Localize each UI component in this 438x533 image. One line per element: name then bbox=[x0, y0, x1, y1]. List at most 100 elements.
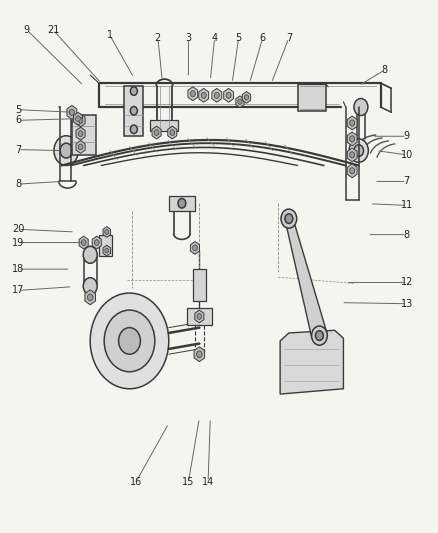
Circle shape bbox=[54, 136, 78, 165]
Polygon shape bbox=[224, 88, 233, 102]
Text: 1: 1 bbox=[107, 30, 113, 41]
Circle shape bbox=[90, 293, 169, 389]
Polygon shape bbox=[347, 116, 357, 130]
Circle shape bbox=[349, 139, 368, 163]
Polygon shape bbox=[76, 127, 85, 140]
Circle shape bbox=[81, 240, 86, 246]
Bar bbox=[187, 308, 212, 325]
Text: 8: 8 bbox=[404, 230, 410, 240]
Circle shape bbox=[78, 131, 83, 136]
Circle shape bbox=[350, 152, 355, 158]
Text: 13: 13 bbox=[401, 298, 413, 309]
Polygon shape bbox=[212, 88, 222, 102]
Polygon shape bbox=[285, 217, 327, 338]
Text: 5: 5 bbox=[15, 104, 21, 115]
Circle shape bbox=[197, 313, 202, 319]
Circle shape bbox=[190, 91, 195, 97]
Text: 16: 16 bbox=[130, 477, 142, 487]
Polygon shape bbox=[236, 96, 244, 108]
Bar bbox=[72, 115, 96, 155]
Circle shape bbox=[60, 143, 72, 158]
Polygon shape bbox=[188, 87, 198, 101]
Polygon shape bbox=[74, 112, 82, 125]
Polygon shape bbox=[76, 141, 85, 154]
Text: 9: 9 bbox=[24, 25, 30, 35]
Circle shape bbox=[193, 245, 198, 251]
Circle shape bbox=[170, 130, 175, 135]
Circle shape bbox=[226, 92, 231, 99]
Circle shape bbox=[238, 99, 242, 104]
Text: 6: 6 bbox=[15, 115, 21, 125]
Circle shape bbox=[285, 214, 293, 223]
Text: 14: 14 bbox=[202, 477, 214, 487]
Bar bbox=[169, 196, 195, 211]
Circle shape bbox=[131, 107, 138, 115]
Text: 20: 20 bbox=[12, 224, 25, 235]
Polygon shape bbox=[168, 126, 177, 139]
Text: 11: 11 bbox=[401, 200, 413, 211]
Text: 7: 7 bbox=[15, 144, 21, 155]
Text: 12: 12 bbox=[401, 278, 413, 287]
Circle shape bbox=[105, 248, 109, 253]
Text: 3: 3 bbox=[185, 33, 191, 43]
Bar bbox=[150, 120, 178, 131]
Polygon shape bbox=[195, 310, 204, 323]
Circle shape bbox=[83, 246, 97, 263]
Circle shape bbox=[76, 116, 80, 122]
Circle shape bbox=[69, 109, 74, 116]
Text: 18: 18 bbox=[12, 264, 24, 274]
Text: 7: 7 bbox=[286, 33, 292, 43]
Circle shape bbox=[354, 99, 368, 116]
Polygon shape bbox=[67, 106, 77, 119]
Circle shape bbox=[354, 145, 364, 157]
Circle shape bbox=[350, 168, 355, 174]
Circle shape bbox=[311, 326, 327, 345]
Circle shape bbox=[350, 120, 355, 126]
Text: 10: 10 bbox=[401, 150, 413, 160]
Bar bbox=[193, 269, 206, 301]
Polygon shape bbox=[79, 236, 88, 249]
Polygon shape bbox=[103, 245, 110, 256]
Circle shape bbox=[131, 125, 138, 134]
Polygon shape bbox=[191, 241, 200, 254]
Polygon shape bbox=[347, 164, 357, 177]
Text: 2: 2 bbox=[155, 33, 161, 43]
Text: 17: 17 bbox=[12, 286, 25, 295]
Polygon shape bbox=[194, 347, 205, 362]
Circle shape bbox=[197, 351, 202, 358]
Polygon shape bbox=[347, 148, 357, 162]
Bar bbox=[124, 86, 144, 136]
Polygon shape bbox=[280, 330, 343, 394]
Circle shape bbox=[78, 144, 83, 150]
Circle shape bbox=[244, 95, 249, 100]
Text: 8: 8 bbox=[15, 179, 21, 189]
Polygon shape bbox=[92, 236, 101, 249]
Circle shape bbox=[88, 294, 93, 301]
Polygon shape bbox=[103, 227, 110, 237]
Circle shape bbox=[201, 92, 206, 99]
Bar bbox=[99, 235, 112, 256]
Polygon shape bbox=[199, 88, 208, 102]
Circle shape bbox=[105, 230, 109, 235]
Text: 15: 15 bbox=[182, 477, 194, 487]
Circle shape bbox=[78, 117, 83, 123]
Text: 21: 21 bbox=[47, 25, 59, 35]
Polygon shape bbox=[76, 114, 85, 127]
Circle shape bbox=[214, 92, 219, 99]
Text: 5: 5 bbox=[236, 33, 242, 43]
Circle shape bbox=[350, 136, 355, 142]
Circle shape bbox=[119, 328, 141, 354]
Polygon shape bbox=[347, 132, 357, 146]
Text: 8: 8 bbox=[382, 65, 388, 75]
Circle shape bbox=[178, 198, 186, 208]
Circle shape bbox=[315, 331, 323, 341]
Text: 4: 4 bbox=[212, 33, 218, 43]
Circle shape bbox=[154, 130, 159, 135]
Circle shape bbox=[83, 278, 97, 295]
Polygon shape bbox=[242, 92, 251, 103]
Text: 9: 9 bbox=[404, 131, 410, 141]
Circle shape bbox=[104, 310, 155, 372]
Text: 7: 7 bbox=[404, 176, 410, 187]
Bar bbox=[297, 84, 326, 111]
Text: 19: 19 bbox=[12, 238, 24, 247]
